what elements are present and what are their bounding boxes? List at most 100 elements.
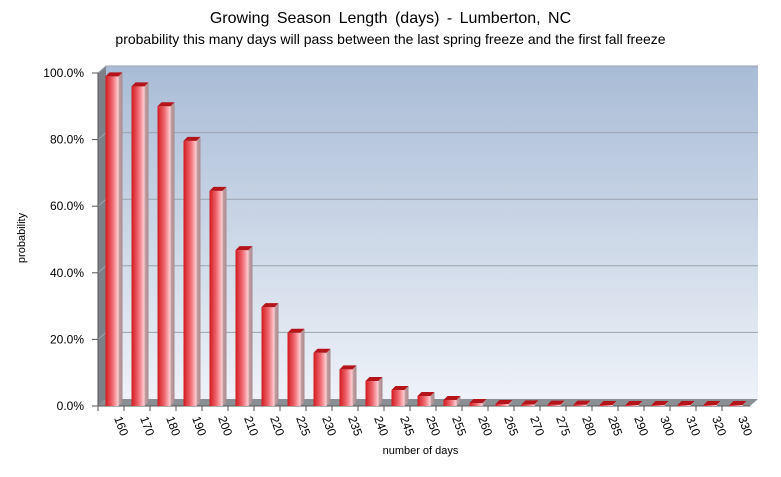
- bar-top: [365, 377, 383, 382]
- bar: [235, 246, 253, 406]
- x-tick-label: 160: [111, 414, 131, 438]
- bar-front: [703, 405, 717, 406]
- x-tick-label: 260: [475, 414, 495, 438]
- bar-side: [274, 303, 279, 406]
- bar-top: [729, 401, 747, 406]
- bar: [261, 303, 279, 406]
- bar-front: [313, 352, 327, 406]
- bar-top: [157, 102, 175, 107]
- x-tick-label: 190: [189, 414, 209, 438]
- bar-front: [339, 369, 353, 406]
- bar-front: [391, 390, 405, 406]
- y-tick-label: 20.0%: [50, 332, 84, 346]
- bar-side: [690, 401, 695, 406]
- bar-top: [287, 328, 305, 333]
- bar-front: [469, 403, 483, 406]
- x-tick-label: 235: [345, 414, 365, 438]
- bar: [677, 401, 695, 406]
- bar: [209, 186, 227, 406]
- x-axis-label: number of days: [382, 445, 459, 457]
- bar-top: [625, 401, 643, 406]
- bar: [131, 82, 149, 406]
- bar: [443, 396, 461, 406]
- bar-front: [287, 332, 301, 406]
- x-tick-label: 255: [449, 414, 469, 438]
- bar-side: [144, 82, 149, 406]
- bar-top: [573, 400, 591, 405]
- x-tick-label: 285: [605, 414, 625, 438]
- bar-front: [105, 76, 119, 406]
- bar-top: [261, 303, 279, 308]
- x-tick-label: 250: [423, 414, 443, 438]
- bar-top: [651, 401, 669, 406]
- bar-side: [404, 386, 409, 406]
- bar-front: [365, 381, 379, 406]
- bar-top: [599, 401, 617, 406]
- bar-front: [599, 405, 613, 406]
- bar: [417, 392, 435, 406]
- bar-top: [183, 136, 201, 141]
- bar-front: [651, 405, 665, 406]
- plot-background: [106, 66, 758, 399]
- x-tick-label: 290: [631, 414, 651, 438]
- bar-side: [742, 401, 747, 406]
- left-wall: [98, 66, 106, 406]
- bar-top: [131, 82, 149, 87]
- bar-side: [352, 365, 357, 406]
- bar-front: [677, 405, 691, 406]
- bar: [547, 400, 565, 406]
- bar: [651, 401, 669, 406]
- x-tick-label: 330: [735, 414, 755, 438]
- x-tick-label: 170: [137, 414, 157, 438]
- bar: [105, 72, 123, 406]
- bar: [599, 401, 617, 406]
- bar-top: [313, 348, 331, 353]
- bar: [521, 400, 539, 406]
- x-tick-label: 275: [553, 414, 573, 438]
- bar-front: [417, 396, 431, 406]
- bar-top: [521, 400, 539, 405]
- bar-top: [417, 392, 435, 397]
- bar-side: [456, 396, 461, 406]
- bar-top: [469, 399, 487, 404]
- bar: [469, 399, 487, 406]
- bar-top: [339, 365, 357, 370]
- chart-title: Growing Season Length (days) - Lumberton…: [209, 10, 572, 27]
- bar-side: [664, 401, 669, 406]
- x-tick-label: 280: [579, 414, 599, 438]
- bar: [625, 401, 643, 406]
- bar: [287, 328, 305, 406]
- x-tick-label: 200: [215, 414, 235, 438]
- bar-side: [508, 400, 513, 406]
- bar-front: [157, 106, 171, 407]
- y-tick-label: 0.0%: [57, 399, 85, 413]
- bar-front: [573, 404, 587, 406]
- x-tick-label: 225: [293, 414, 313, 438]
- bar-side: [612, 401, 617, 406]
- bar: [729, 401, 747, 406]
- bar-top: [677, 401, 695, 406]
- bar-front: [235, 250, 249, 406]
- bar: [495, 400, 513, 406]
- y-tick-label: 80.0%: [50, 133, 84, 147]
- bar: [183, 136, 201, 406]
- bar-front: [261, 307, 275, 406]
- bar-side: [222, 186, 227, 406]
- bar-side: [482, 399, 487, 406]
- bar-front: [443, 400, 457, 406]
- x-tick-label: 320: [709, 414, 729, 438]
- bar-side: [534, 400, 539, 406]
- y-tick-label: 60.0%: [50, 199, 84, 213]
- bar-side: [716, 401, 721, 406]
- bar-top: [495, 400, 513, 405]
- bar-front: [521, 404, 535, 406]
- bar-front: [183, 140, 197, 406]
- bar-side: [560, 400, 565, 406]
- bar-front: [131, 86, 145, 406]
- bar: [703, 401, 721, 406]
- bar-side: [196, 136, 201, 406]
- bar-front: [729, 405, 743, 406]
- bar-side: [326, 348, 331, 406]
- x-tick-label: 210: [241, 414, 261, 438]
